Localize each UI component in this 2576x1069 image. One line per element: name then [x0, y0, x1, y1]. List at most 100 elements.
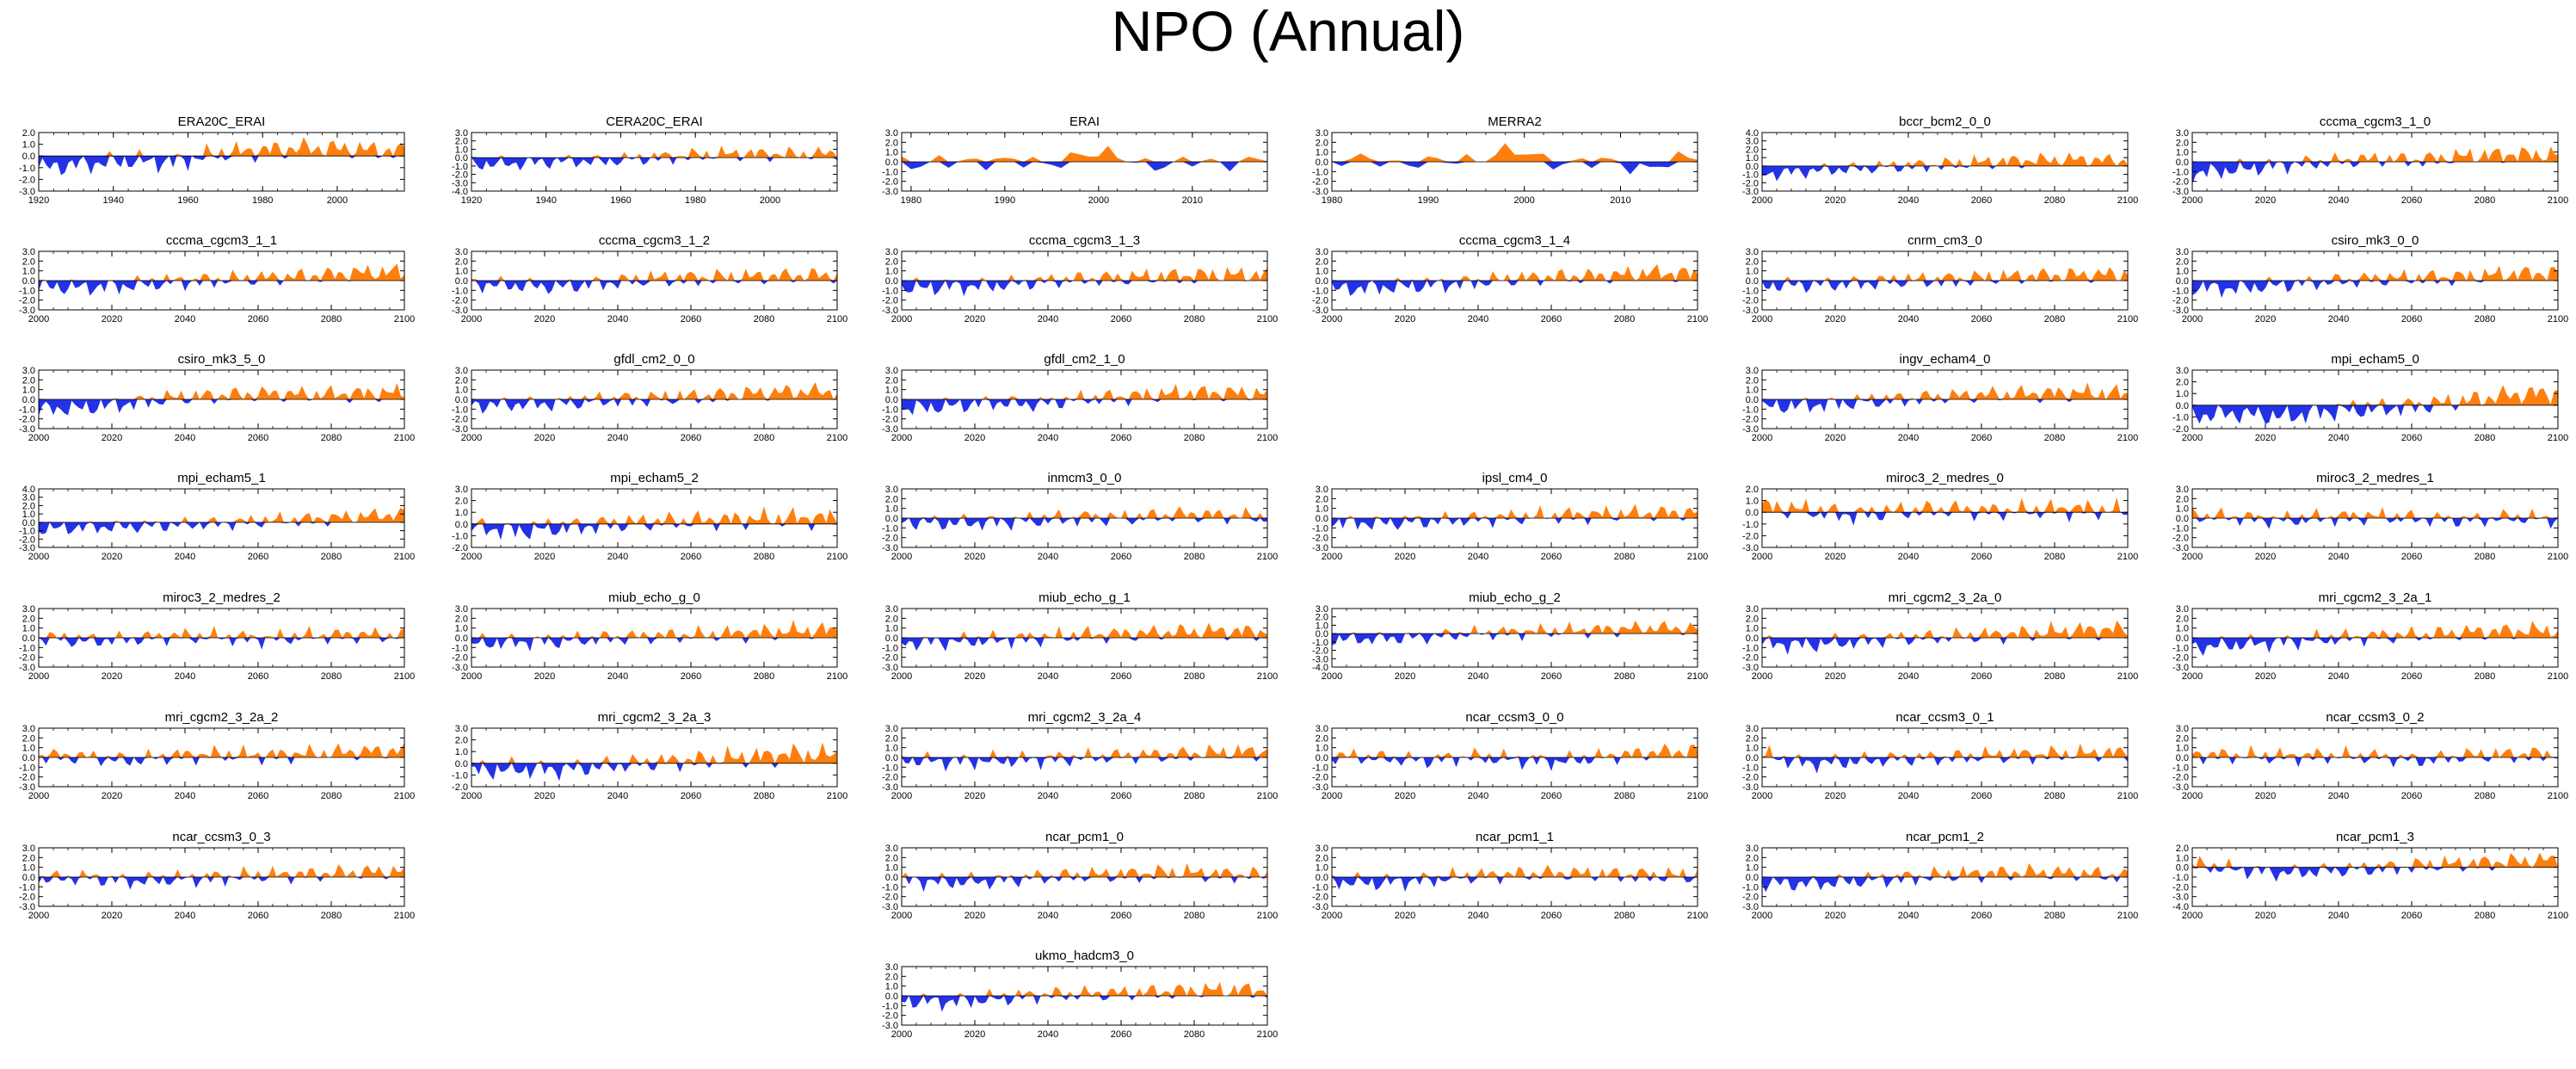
panel-title: ncar_ccsm3_0_1	[1895, 710, 1994, 725]
y-tick-label: -3.0	[1312, 782, 1328, 793]
y-tick-label: -3.0	[882, 306, 898, 316]
x-tick-label: 2020	[1825, 911, 1846, 921]
x-tick-label: 2060	[1541, 552, 1562, 562]
x-tick-label: 2080	[2044, 195, 2065, 206]
x-tick-label: 2020	[1395, 671, 1415, 682]
y-tick-label: 2.0	[2176, 494, 2189, 504]
x-tick-label: 2060	[1111, 552, 1131, 562]
x-tick-label: 2060	[1971, 911, 1992, 921]
y-tick-label: -2.0	[1312, 296, 1328, 306]
x-tick-label: 2020	[1825, 195, 1846, 206]
y-tick-label: 2.0	[1746, 485, 1759, 495]
x-tick-label: 2000	[1322, 911, 1342, 921]
y-tick-label: -1.0	[1312, 286, 1328, 296]
y-tick-label: 3.0	[1316, 247, 1328, 257]
x-tick-label: 2100	[2548, 195, 2568, 206]
x-tick-label: 2040	[607, 671, 628, 682]
x-tick-label: 2040	[1038, 1029, 1058, 1040]
y-tick-label: 0.0	[885, 514, 898, 524]
y-tick-label: 3.0	[2176, 724, 2189, 734]
panel-title: gfdl_cm2_0_0	[613, 352, 694, 367]
x-tick-label: 2100	[2548, 552, 2568, 562]
y-tick-label: 2.0	[1316, 733, 1328, 744]
x-tick-label: 2020	[102, 911, 122, 921]
panel-cccma_cgcm3_1_2: cccma_cgcm3_1_23.02.01.00.0-1.0-2.0-3.02…	[452, 233, 847, 324]
y-tick-label: 2.0	[22, 128, 35, 139]
panel-bccr_bcm2_0_0: bccr_bcm2_0_0 4.03.02.01.00.0-1.0-2.0-3.0…	[1742, 114, 2138, 206]
x-tick-label: 2000	[2182, 911, 2203, 921]
x-tick-label: 2100	[1257, 911, 1278, 921]
y-tick-label: 3.0	[1316, 843, 1328, 854]
y-tick-label: 1.0	[2176, 624, 2189, 634]
y-tick-label: 3.0	[885, 843, 898, 854]
x-tick-label: 2000	[28, 911, 49, 921]
panel-mri_cgcm2_3_2a_4: mri_cgcm2_3_2a_4 3.02.01.00.0-1.0-2.0-3.0…	[882, 710, 1278, 801]
positive-area	[902, 862, 1267, 877]
x-tick-label: 2020	[964, 433, 985, 443]
y-tick-label: 0.0	[22, 276, 35, 287]
x-tick-label: 2080	[2044, 433, 2065, 443]
plot-frame	[2191, 369, 2559, 429]
x-tick-label: 2040	[2328, 552, 2349, 562]
panel-ncar_ccsm3_0_1: ncar_ccsm3_0_13.02.01.00.0-1.0-2.0-3.020…	[1742, 710, 2138, 801]
y-tick-label: 0.0	[885, 633, 898, 644]
y-tick-label: 1.0	[1316, 621, 1328, 631]
y-tick-label: 2.0	[1316, 494, 1328, 504]
x-tick-label: 2060	[1971, 552, 1992, 562]
x-tick-label: 1980	[901, 195, 921, 206]
panel-title: cccma_cgcm3_1_3	[1029, 233, 1140, 248]
x-tick-label: 2020	[534, 791, 555, 801]
panel-mri_cgcm2_3_2a_2: mri_cgcm2_3_2a_2 3.02.01.00.0-1.0-2.0-3.0…	[19, 710, 415, 801]
x-tick-label: 2020	[1395, 552, 1415, 562]
panel-ncar_ccsm3_0_2: ncar_ccsm3_0_23.02.01.00.0-1.0-2.0-3.020…	[2172, 710, 2568, 801]
y-tick-label: -2.0	[882, 296, 898, 306]
negative-area	[902, 281, 1267, 297]
y-tick-label: -2.0	[2172, 653, 2189, 664]
x-tick-label: 2100	[1687, 314, 1708, 324]
y-tick-label: 0.0	[1746, 276, 1759, 287]
y-tick-label: -3.0	[882, 1021, 898, 1031]
y-tick-label: 1.0	[885, 982, 898, 992]
x-tick-label: 2040	[2328, 433, 2349, 443]
x-tick-label: 2080	[1614, 314, 1635, 324]
y-tick-label: -3.0	[452, 424, 468, 435]
x-tick-label: 2060	[681, 671, 701, 682]
y-tick-label: 0.0	[1746, 633, 1759, 644]
y-tick-label: 0.0	[2176, 514, 2189, 524]
positive-area	[39, 625, 404, 638]
y-tick-label: -3.0	[2172, 782, 2189, 793]
x-tick-label: 2080	[754, 552, 774, 562]
x-tick-label: 2020	[1395, 911, 1415, 921]
y-tick-label: -2.0	[882, 893, 898, 903]
x-tick-label: 2040	[1038, 433, 1058, 443]
x-tick-label: 2060	[1111, 911, 1131, 921]
y-tick-label: 2.0	[1746, 733, 1759, 744]
x-tick-label: 2020	[534, 671, 555, 682]
positive-area	[1332, 864, 1698, 877]
y-tick-label: 1.0	[455, 145, 468, 155]
y-tick-label: -2.0	[452, 543, 468, 553]
x-tick-label: 2040	[1468, 791, 1488, 801]
x-tick-label: 2040	[1898, 911, 1919, 921]
y-tick-label: 2.0	[22, 853, 35, 863]
x-tick-label: 2080	[321, 791, 342, 801]
negative-area	[39, 877, 404, 890]
plot-frame	[38, 132, 405, 192]
x-tick-label: 2040	[1038, 671, 1058, 682]
x-tick-label: 2000	[461, 314, 482, 324]
panel-title: mri_cgcm2_3_2a_3	[598, 710, 712, 725]
x-tick-label: 2040	[1898, 791, 1919, 801]
x-tick-label: 2020	[534, 552, 555, 562]
y-tick-label: -1.0	[1742, 520, 1759, 530]
x-tick-label: 1940	[535, 195, 556, 206]
positive-area	[2192, 385, 2558, 405]
x-tick-label: 2000	[28, 791, 49, 801]
positive-area	[902, 506, 1267, 518]
y-tick-label: -3.0	[19, 663, 35, 673]
negative-area	[2192, 638, 2558, 657]
x-tick-label: 2080	[321, 314, 342, 324]
